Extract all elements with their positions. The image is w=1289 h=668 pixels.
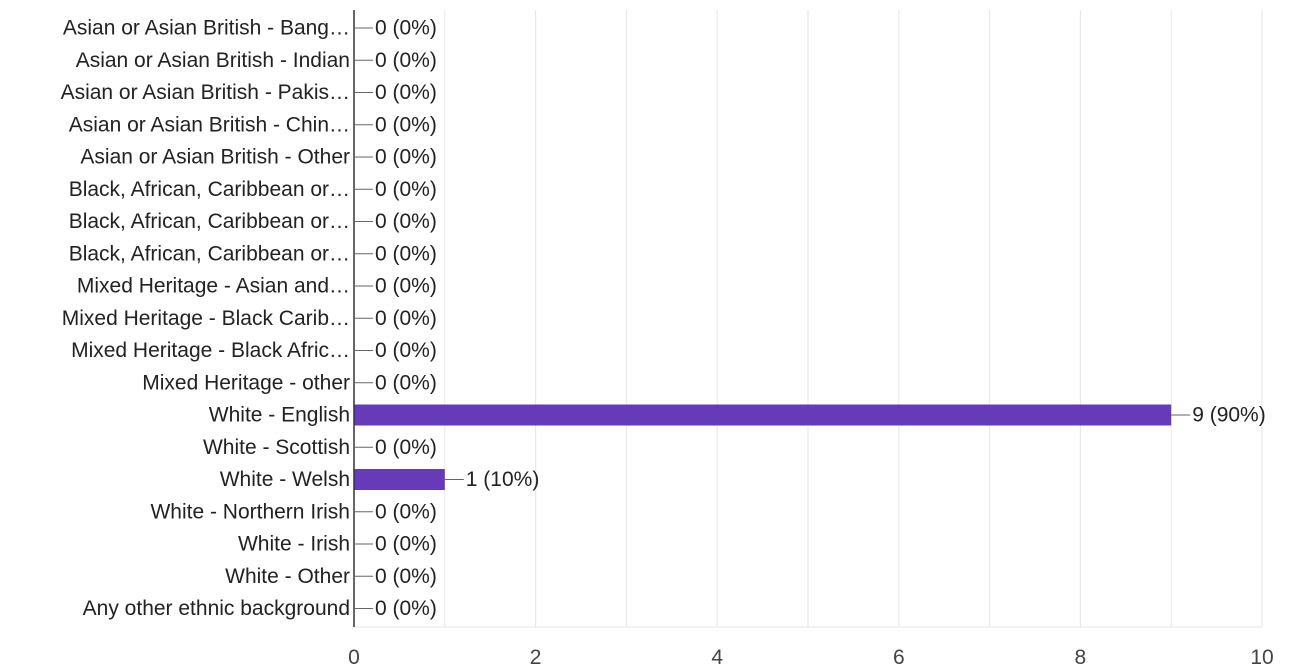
data-label: 0 (0%) xyxy=(375,307,437,330)
data-label: 9 (90%) xyxy=(1192,404,1266,427)
data-label: 0 (0%) xyxy=(375,339,437,362)
category-label: White - Welsh xyxy=(220,468,350,491)
category-label: Asian or Asian British - Other xyxy=(80,146,350,169)
x-tick-label: 4 xyxy=(711,646,723,668)
category-label: Black, African, Caribbean or… xyxy=(69,210,350,233)
data-label: 0 (0%) xyxy=(375,178,437,201)
data-label: 0 (0%) xyxy=(375,242,437,265)
category-label: Black, African, Caribbean or… xyxy=(69,178,350,201)
category-label: White - Northern Irish xyxy=(150,500,350,523)
data-label: 0 (0%) xyxy=(375,565,437,588)
category-label: Asian or Asian British - Chin… xyxy=(69,113,350,136)
x-tick-label: 6 xyxy=(893,646,905,668)
gridlines xyxy=(354,10,1263,628)
category-label: White - English xyxy=(209,404,350,427)
category-label: Asian or Asian British - Pakis… xyxy=(61,81,350,104)
category-labels: Asian or Asian British - Bang… Asian or A… xyxy=(61,17,350,621)
data-label: 0 (0%) xyxy=(375,210,437,233)
data-label: 1 (10%) xyxy=(466,468,540,491)
data-label: 0 (0%) xyxy=(375,436,437,459)
category-label: Mixed Heritage - Black Afric… xyxy=(71,339,350,362)
bar xyxy=(354,404,1172,426)
x-tick-label: 8 xyxy=(1075,646,1087,668)
category-label: Asian or Asian British - Indian xyxy=(76,49,350,72)
x-axis-ticks: 0 2 4 6 8 10 xyxy=(348,646,1274,668)
x-tick-label: 0 xyxy=(348,646,360,668)
category-label: Asian or Asian British - Bang… xyxy=(63,17,350,40)
data-label: 0 (0%) xyxy=(375,146,437,169)
data-label: 0 (0%) xyxy=(375,275,437,298)
data-label: 0 (0%) xyxy=(375,500,437,523)
bars xyxy=(354,404,1172,490)
x-tick-label: 10 xyxy=(1250,646,1273,668)
x-tick-label: 2 xyxy=(530,646,542,668)
data-labels: 0 (0%) 0 (0%) 0 (0%) 0 (0%) 0 (0%) 0 (0%) 0 (0… xyxy=(354,17,1266,620)
category-label: Black, African, Caribbean or… xyxy=(69,242,350,265)
category-label: Mixed Heritage - other xyxy=(142,371,350,394)
category-label: White - Other xyxy=(225,565,350,588)
category-label: Mixed Heritage - Black Carib… xyxy=(62,307,350,330)
data-label: 0 (0%) xyxy=(375,533,437,556)
data-label: 0 (0%) xyxy=(375,81,437,104)
category-label: White - Scottish xyxy=(203,436,350,459)
category-label: Mixed Heritage - Asian and… xyxy=(77,275,350,298)
data-label: 0 (0%) xyxy=(375,49,437,72)
category-label: White - Irish xyxy=(238,533,350,556)
data-label: 0 (0%) xyxy=(375,597,437,620)
data-label: 0 (0%) xyxy=(375,371,437,394)
category-label: Any other ethnic background xyxy=(83,597,350,620)
data-label: 0 (0%) xyxy=(375,113,437,136)
data-label: 0 (0%) xyxy=(375,17,437,40)
bar xyxy=(354,469,445,490)
